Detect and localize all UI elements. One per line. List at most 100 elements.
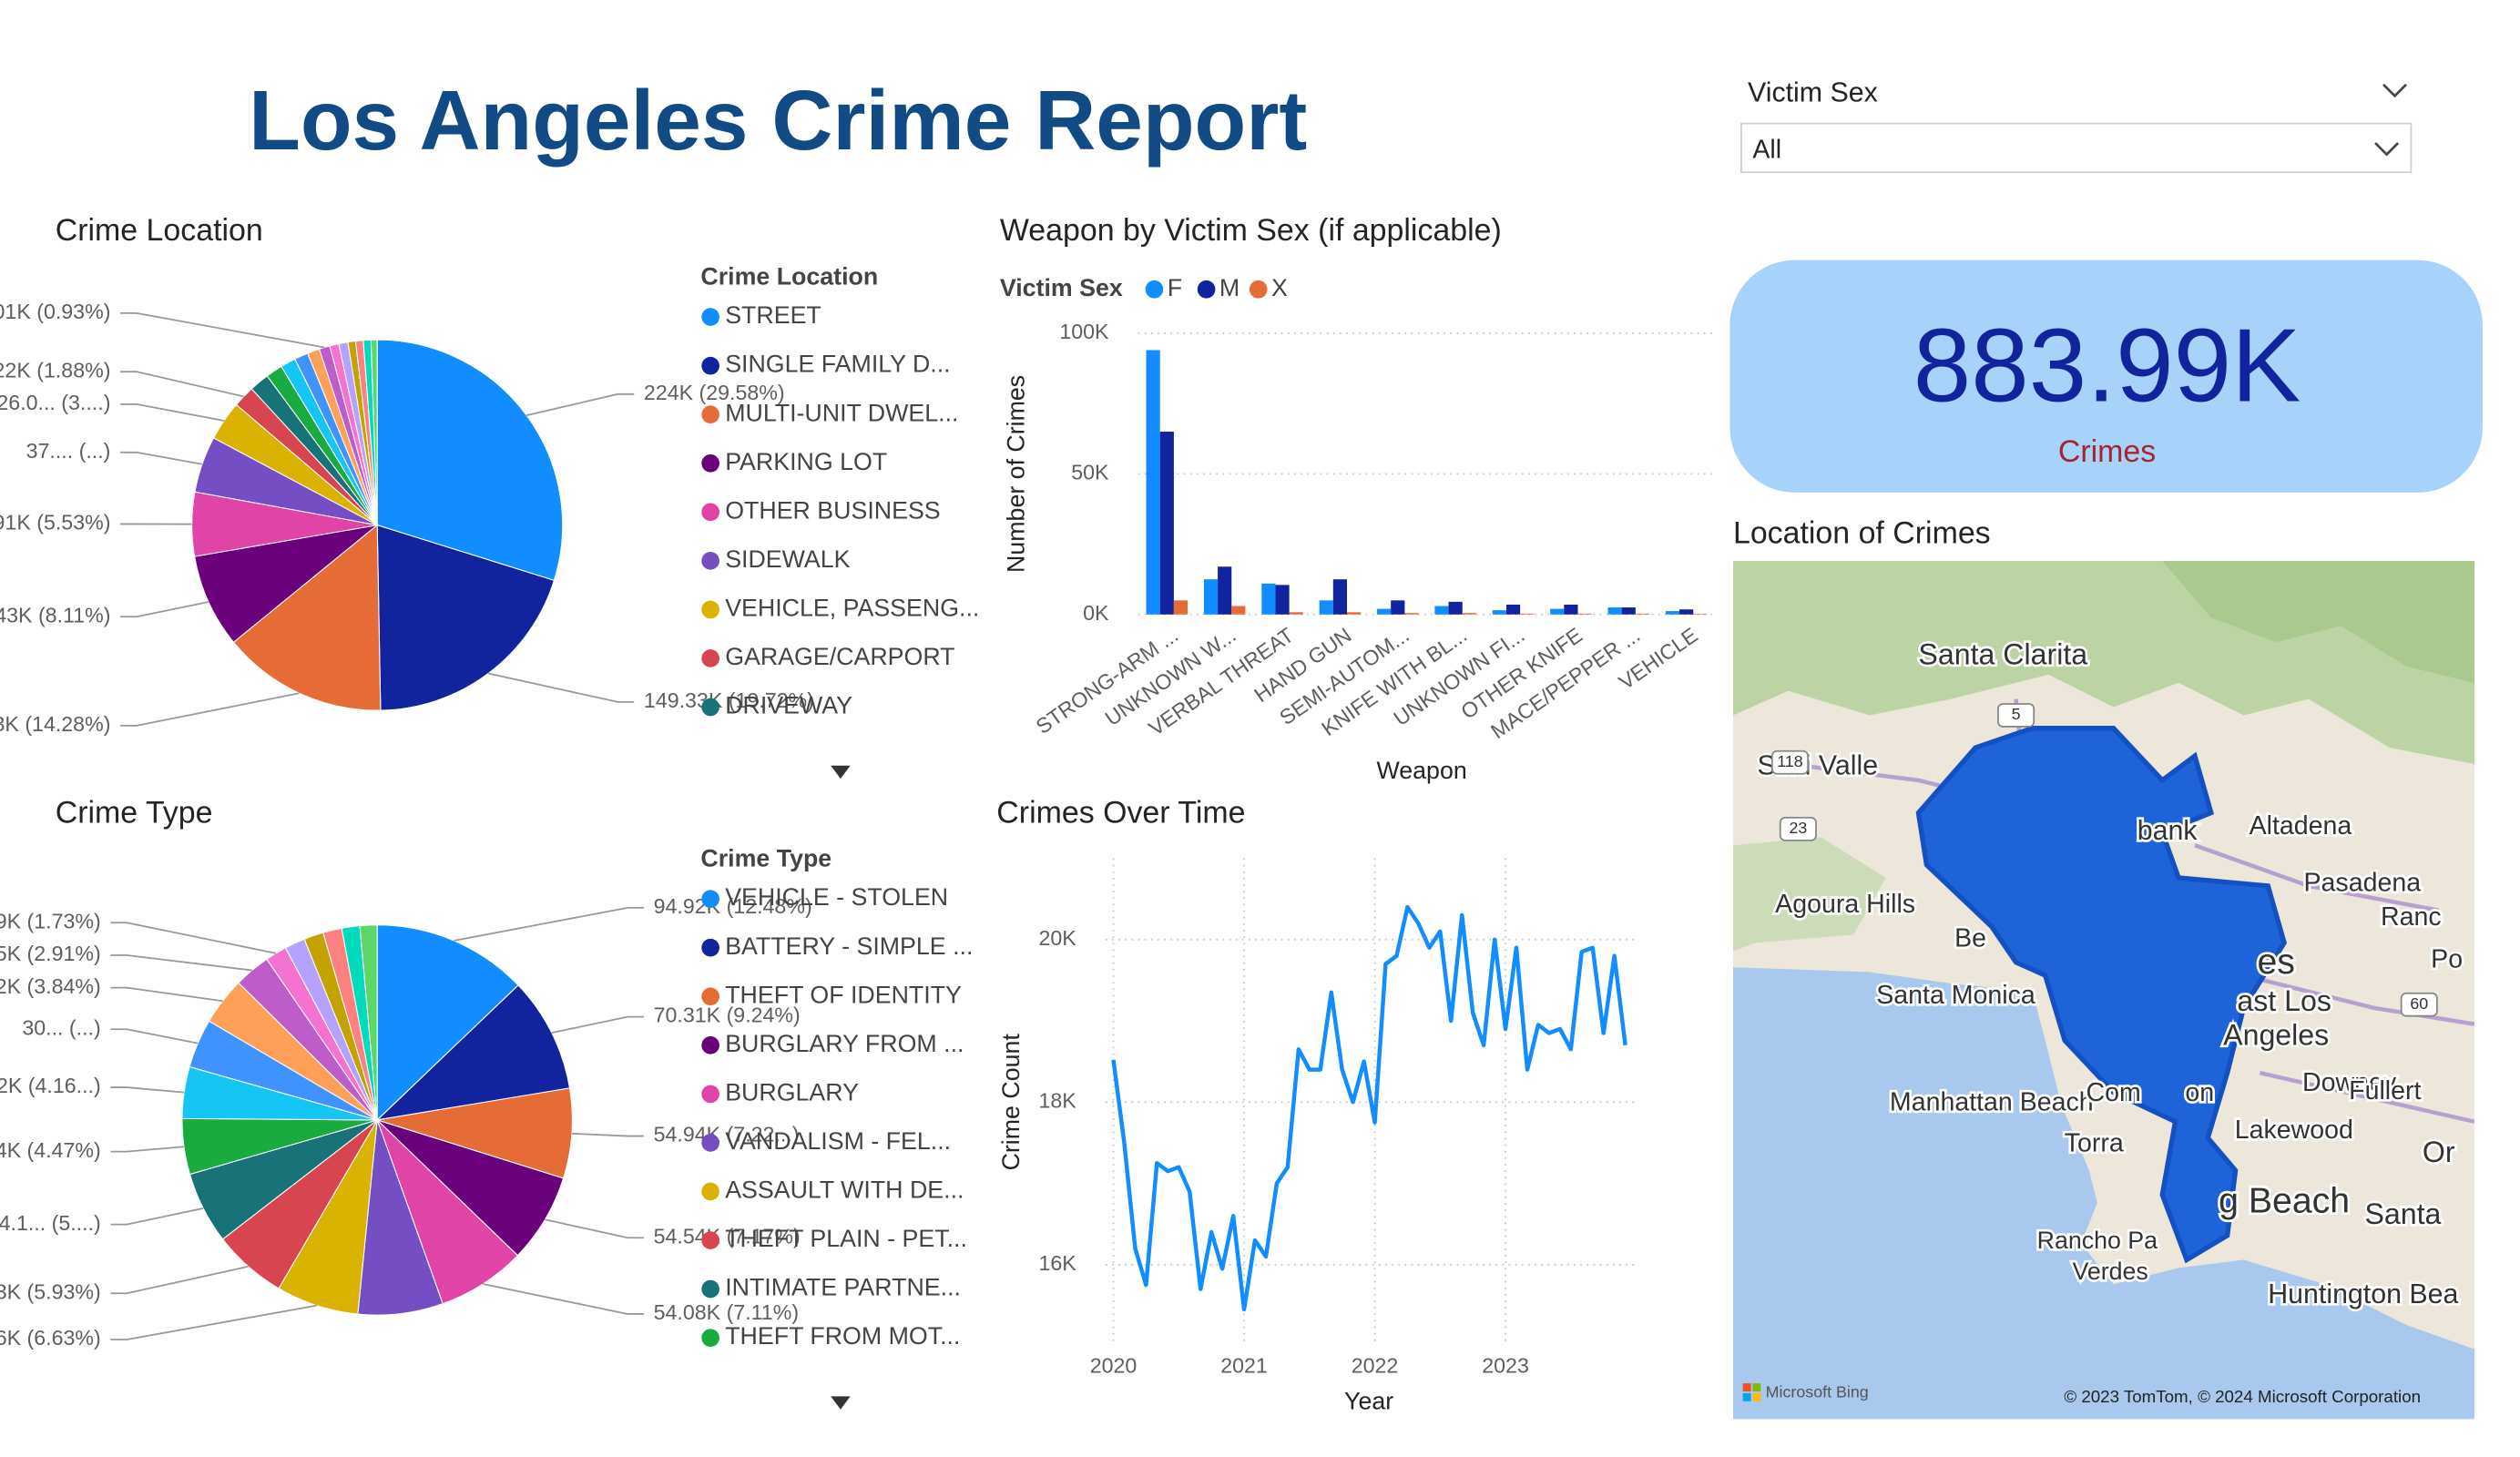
data-label: 61.43K (8.11%): [0, 603, 110, 627]
legend-label: BURGLARY FROM ...: [725, 1030, 964, 1057]
x-axis-title: Weapon: [1377, 757, 1467, 784]
data-label: 108.13K (14.28%): [0, 712, 110, 736]
bar: [1434, 606, 1449, 615]
bar: [1332, 579, 1348, 615]
legend-marker: [701, 453, 719, 473]
data-label: 34K (4.47%): [0, 1138, 101, 1162]
bar: [1203, 579, 1219, 615]
legend-label: VANDALISM - FEL...: [725, 1127, 951, 1155]
legend-scroll[interactable]: [831, 765, 851, 779]
data-label: 30... (...): [22, 1015, 100, 1039]
legend-title: Crime Location: [700, 262, 878, 290]
data-label: 7.01K (0.93%): [0, 300, 110, 323]
bar: [1347, 612, 1362, 615]
legend-label: SIDEWALK: [725, 545, 850, 573]
bar: [1404, 613, 1419, 615]
legend-marker: [701, 552, 719, 570]
pie-slice: [194, 524, 380, 644]
place-label: Altadena: [2250, 811, 2352, 841]
card: 883.99K Crimes: [1729, 260, 2483, 493]
pie-slice: [232, 524, 382, 711]
dropdown-chevron[interactable]: [2374, 142, 2400, 157]
place-label: Be: [1954, 923, 1986, 953]
slicer-dropdown[interactable]: [1740, 122, 2413, 174]
bar: [1231, 606, 1246, 615]
bing-logo: [1742, 1383, 1751, 1392]
place-label: bank: [2137, 816, 2199, 846]
map-ocean: [1732, 967, 2474, 1420]
data-label: 44.1... (5....): [0, 1211, 101, 1235]
bar: [1679, 609, 1694, 615]
slicer-value: All: [1752, 136, 1781, 165]
bar: [1377, 608, 1392, 615]
leader-line: [545, 1218, 644, 1239]
bar: [1462, 613, 1476, 615]
place-label: Santa: [2364, 1197, 2441, 1230]
legend-scroll[interactable]: [831, 1396, 851, 1410]
leader-line: [110, 1207, 204, 1226]
legend-marker: [701, 1329, 719, 1347]
y-tick-label: 18K: [1039, 1088, 1077, 1112]
pie-slice: [376, 1119, 565, 1257]
place-label: Agoura Hills: [1775, 890, 1915, 919]
road-shield: [1779, 817, 1817, 841]
y-tick-label: 50K: [1071, 460, 1109, 484]
legend-label: BURGLARY: [725, 1078, 859, 1105]
road-shield: [1770, 749, 1809, 775]
legend-label: THEFT FROM MOT...: [725, 1322, 960, 1350]
y-tick-label: 16K: [1039, 1251, 1077, 1275]
place-label: 60: [2410, 994, 2428, 1013]
legend-marker: [701, 405, 719, 424]
bar: [1261, 583, 1276, 615]
legend-marker: [701, 503, 719, 522]
leader-line: [110, 1028, 199, 1044]
leader-line: [110, 1265, 249, 1295]
bar: [1492, 610, 1506, 615]
chart-title: Crime Location: [56, 213, 263, 248]
legend-label: VEHICLE, PASSENG...: [725, 594, 979, 621]
legend-label: INTIMATE PARTNE...: [725, 1274, 961, 1301]
card-background: [1729, 260, 2483, 493]
bar: [1159, 432, 1174, 615]
legend-label: MULTI-UNIT DWEL...: [725, 399, 958, 426]
x-tick-label: 2020: [1090, 1353, 1138, 1377]
y-axis-title: Crime Count: [997, 1034, 1025, 1171]
place-label: Lakewood: [2235, 1116, 2353, 1145]
legend-marker: [1249, 280, 1268, 299]
leader-line: [120, 692, 300, 727]
pie-slice: [376, 339, 564, 582]
slicer-chevron[interactable]: [2382, 83, 2407, 98]
place-label: Rancho Pa: [2037, 1227, 2158, 1254]
card-value: 883.99K: [1913, 309, 2301, 424]
map-attribution: © 2023 TomTom, © 2024 Microsoft Corporat…: [2064, 1387, 2421, 1406]
data-label: 224K (29.58%): [644, 381, 785, 404]
bar: [1146, 350, 1160, 615]
bar: [1693, 614, 1708, 615]
y-tick-label: 0K: [1083, 601, 1109, 625]
leader-line: [110, 954, 252, 972]
pie-slice: [370, 339, 378, 525]
x-axis-title: Year: [1344, 1388, 1393, 1415]
report-title: Los Angeles Crime Report: [249, 73, 1307, 168]
legend-marker: [701, 356, 719, 375]
bar: [1665, 611, 1680, 615]
legend-label: STREET: [725, 301, 821, 329]
bar: [1577, 613, 1592, 615]
place-label: Huntington Bea: [2268, 1279, 2458, 1309]
place-label: 23: [1789, 819, 1807, 837]
legend-marker: [701, 1036, 719, 1055]
data-label: 31.62K (4.16...): [0, 1074, 101, 1097]
legend-label: VEHICLE - STOLEN: [725, 883, 948, 911]
data-label: 29.2K (3.84%): [0, 974, 101, 998]
crime-points[interactable]: [1915, 726, 2288, 1264]
legend-marker: [701, 890, 719, 908]
slicer[interactable]: Victim Sex All: [1740, 78, 2413, 174]
bar: [1173, 600, 1189, 615]
data-label: 22.15K (2.91%): [0, 942, 101, 965]
leader-line: [120, 402, 225, 422]
legend-label: DRIVEWAY: [725, 692, 852, 719]
bar: [1505, 604, 1521, 615]
y-tick-label: 20K: [1039, 926, 1077, 950]
